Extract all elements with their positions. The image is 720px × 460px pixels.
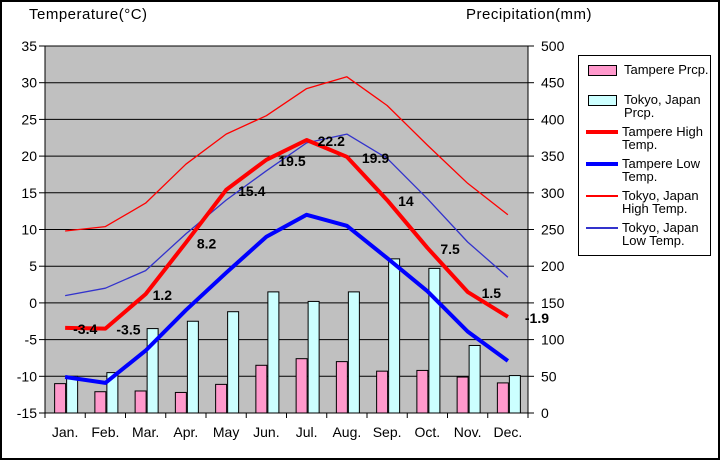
line-tokyo-japan-high-temp xyxy=(65,76,509,232)
temp-axis-tick-label: -10 xyxy=(17,368,37,384)
month-label: Feb. xyxy=(91,424,119,440)
bar-tampere-prcp-nov xyxy=(456,376,469,414)
data-label: 15.4 xyxy=(238,183,265,199)
bar-tampere-prcp-jul xyxy=(295,358,308,414)
bar-tampere-prcp-dec xyxy=(496,382,509,414)
temp-axis-tick-label: 10 xyxy=(21,222,37,238)
legend-label: Tampere Low Temp. xyxy=(622,155,701,184)
temp-axis-tick-label: 35 xyxy=(21,38,37,54)
temp-axis-tick-label: 30 xyxy=(21,75,37,91)
data-label: 1.5 xyxy=(482,285,502,301)
temperature-axis-title: Temperature(°C) xyxy=(29,6,148,23)
bar-tampere-prcp-sep xyxy=(376,370,389,414)
precip-axis-tick-label: 400 xyxy=(541,111,565,127)
tokyo-high-swatch xyxy=(586,194,618,197)
bar-tampere-prcp-may xyxy=(215,383,228,414)
data-label: 8.2 xyxy=(197,236,217,252)
temp-axis-tick-label: 20 xyxy=(21,148,37,164)
bar-tokyo-japan-prcp-jul xyxy=(307,300,320,414)
month-label: May xyxy=(213,424,239,440)
legend-label: Tampere High Temp. xyxy=(622,123,703,152)
month-label: Jul. xyxy=(296,424,318,440)
month-label: Sep. xyxy=(373,424,402,440)
tampere-low-swatch xyxy=(586,161,618,166)
bar-tampere-prcp-oct xyxy=(416,369,429,414)
temp-axis-tick-label: 5 xyxy=(29,258,37,274)
precip-axis-tick-label: 500 xyxy=(541,38,565,54)
bar-tampere-prcp-jun xyxy=(255,364,268,414)
data-label: 19.5 xyxy=(278,153,305,169)
precip-axis-tick-label: 50 xyxy=(541,368,557,384)
precip-axis-tick-label: 0 xyxy=(541,405,549,421)
data-label: 14 xyxy=(398,193,414,209)
data-label: 1.2 xyxy=(153,287,173,303)
precip-axis-tick-label: 250 xyxy=(541,222,565,238)
legend-label: Tokyo, Japan Prcp. xyxy=(624,91,701,120)
temp-axis-tick-label: 15 xyxy=(21,185,37,201)
bar-tokyo-japan-prcp-feb xyxy=(106,372,119,414)
bar-tampere-prcp-apr xyxy=(174,391,187,414)
temp-axis-tick-label: 0 xyxy=(29,295,37,311)
month-label: Jan. xyxy=(52,424,78,440)
tokyo-low-swatch xyxy=(586,226,618,229)
temp-axis-tick-label: 25 xyxy=(21,111,37,127)
month-label: Oct. xyxy=(415,424,441,440)
bar-tampere-prcp-mar xyxy=(134,390,147,414)
precip-axis-tick-label: 450 xyxy=(541,75,565,91)
temp-axis-tick-label: -5 xyxy=(25,332,38,348)
tampere-prcp-swatch xyxy=(588,65,617,76)
month-label: Jun. xyxy=(253,424,279,440)
bar-tampere-prcp-feb xyxy=(94,391,107,414)
bar-tokyo-japan-prcp-may xyxy=(227,311,240,414)
bar-tampere-prcp-aug xyxy=(335,361,348,414)
legend-label: Tokyo, Japan Low Temp. xyxy=(622,219,699,248)
month-label: Apr. xyxy=(173,424,198,440)
bar-tokyo-japan-prcp-jan xyxy=(66,375,79,414)
precipitation-axis-title: Precipitation(mm) xyxy=(466,6,593,23)
data-label: 22.2 xyxy=(318,133,345,149)
legend-item-tampere-low: Tampere Low Temp. xyxy=(586,155,710,184)
legend-item-tokyo-prcp: Tokyo, Japan Prcp. xyxy=(586,91,710,120)
data-label: 19.9 xyxy=(362,150,389,166)
precip-axis-tick-label: 200 xyxy=(541,258,565,274)
bar-tokyo-japan-prcp-dec xyxy=(508,375,521,414)
legend-label: Tokyo, Japan High Temp. xyxy=(622,187,699,216)
tokyo-prcp-swatch xyxy=(588,94,617,106)
precip-axis-tick-label: 300 xyxy=(541,185,565,201)
bar-tampere-prcp-jan xyxy=(54,383,67,414)
bar-tokyo-japan-prcp-aug xyxy=(347,291,360,414)
month-label: Nov. xyxy=(454,424,482,440)
tampere-high-swatch xyxy=(586,129,618,134)
temp-axis-tick-label: -15 xyxy=(17,405,37,421)
bar-tokyo-japan-prcp-oct xyxy=(428,267,441,414)
bar-tokyo-japan-prcp-apr xyxy=(186,320,199,414)
legend-item-tampere-prcp: Tampere Prcp. xyxy=(586,63,710,77)
data-label: 7.5 xyxy=(440,241,460,257)
legend-item-tampere-high: Tampere High Temp. xyxy=(586,123,710,152)
precip-axis-tick-label: 100 xyxy=(541,332,565,348)
bar-tokyo-japan-prcp-mar xyxy=(146,328,159,414)
month-label: Mar. xyxy=(132,424,159,440)
bar-tokyo-japan-prcp-sep xyxy=(388,258,401,414)
line-tampere-low-temp xyxy=(64,212,510,385)
data-label: -3.5 xyxy=(116,322,140,338)
legend-item-tokyo-high: Tokyo, Japan High Temp. xyxy=(586,187,710,216)
legend: Tampere Prcp. Tokyo, Japan Prcp. Tampere H… xyxy=(578,55,711,256)
precip-axis-tick-label: 350 xyxy=(541,148,565,164)
data-label: -1.9 xyxy=(525,310,549,326)
precip-axis-tick-label: 150 xyxy=(541,295,565,311)
month-label: Aug. xyxy=(332,424,361,440)
line-tokyo-japan-low-temp xyxy=(65,133,509,297)
data-label: -3.4 xyxy=(73,321,97,337)
bar-tokyo-japan-prcp-jun xyxy=(267,291,280,414)
line-tampere-high-temp xyxy=(65,138,509,331)
legend-item-tokyo-low: Tokyo, Japan Low Temp. xyxy=(586,219,710,248)
legend-label: Tampere Prcp. xyxy=(624,62,709,77)
month-label: Dec. xyxy=(493,424,522,440)
bar-tokyo-japan-prcp-nov xyxy=(468,344,481,414)
